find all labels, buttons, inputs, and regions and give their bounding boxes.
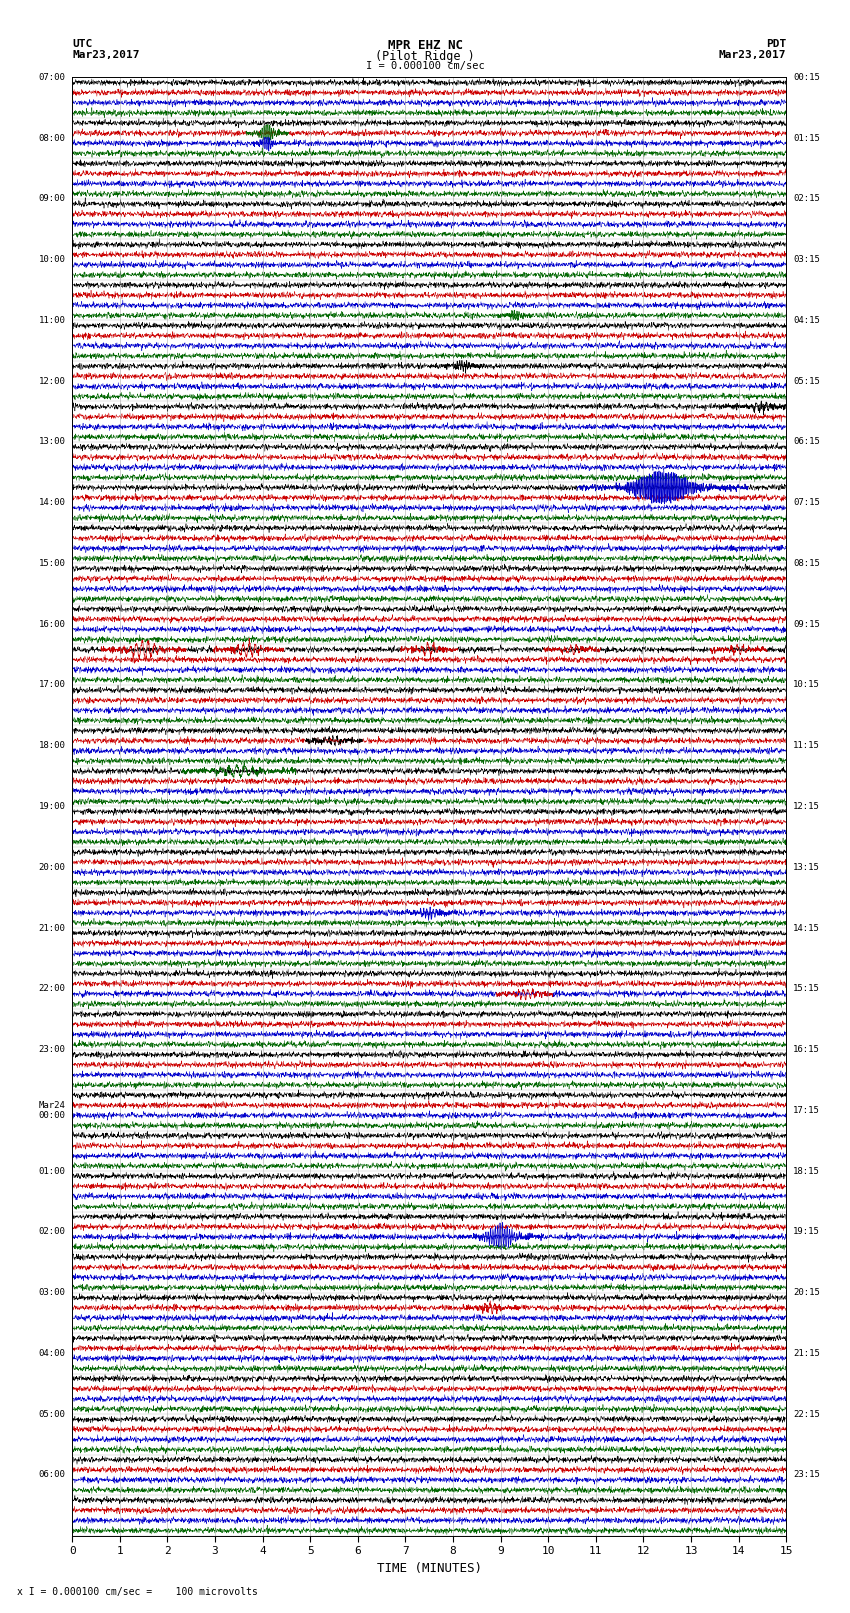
- Text: (Pilot Ridge ): (Pilot Ridge ): [375, 50, 475, 63]
- Text: 09:00: 09:00: [38, 195, 65, 203]
- Text: 05:00: 05:00: [38, 1410, 65, 1418]
- Text: 04:15: 04:15: [793, 316, 820, 324]
- Text: 09:15: 09:15: [793, 619, 820, 629]
- Text: 06:15: 06:15: [793, 437, 820, 447]
- Text: 12:00: 12:00: [38, 377, 65, 386]
- Text: PDT: PDT: [766, 39, 786, 48]
- Text: 16:00: 16:00: [38, 619, 65, 629]
- Text: 23:15: 23:15: [793, 1471, 820, 1479]
- Text: I = 0.000100 cm/sec: I = 0.000100 cm/sec: [366, 61, 484, 71]
- Text: MPR EHZ NC: MPR EHZ NC: [388, 39, 462, 52]
- Text: 02:15: 02:15: [793, 195, 820, 203]
- Text: 14:15: 14:15: [793, 924, 820, 932]
- Text: Mar23,2017: Mar23,2017: [72, 50, 139, 60]
- Text: 15:00: 15:00: [38, 560, 65, 568]
- Text: 06:00: 06:00: [38, 1471, 65, 1479]
- Text: Mar23,2017: Mar23,2017: [719, 50, 786, 60]
- Text: 03:15: 03:15: [793, 255, 820, 265]
- Text: 19:15: 19:15: [793, 1227, 820, 1236]
- Text: 13:00: 13:00: [38, 437, 65, 447]
- Text: 17:15: 17:15: [793, 1107, 820, 1115]
- Text: 21:00: 21:00: [38, 924, 65, 932]
- Text: 11:15: 11:15: [793, 742, 820, 750]
- Text: 19:00: 19:00: [38, 802, 65, 811]
- Text: x I = 0.000100 cm/sec =    100 microvolts: x I = 0.000100 cm/sec = 100 microvolts: [17, 1587, 258, 1597]
- Text: 10:00: 10:00: [38, 255, 65, 265]
- Text: 20:00: 20:00: [38, 863, 65, 871]
- Text: 07:15: 07:15: [793, 498, 820, 506]
- Text: 01:00: 01:00: [38, 1166, 65, 1176]
- Text: 16:15: 16:15: [793, 1045, 820, 1053]
- Text: 13:15: 13:15: [793, 863, 820, 871]
- Text: 07:00: 07:00: [38, 73, 65, 82]
- Text: 18:00: 18:00: [38, 742, 65, 750]
- Text: 10:15: 10:15: [793, 681, 820, 689]
- Text: 17:00: 17:00: [38, 681, 65, 689]
- Text: 15:15: 15:15: [793, 984, 820, 994]
- Text: 20:15: 20:15: [793, 1289, 820, 1297]
- Text: 01:15: 01:15: [793, 134, 820, 142]
- Text: 08:00: 08:00: [38, 134, 65, 142]
- Text: Mar24
00:00: Mar24 00:00: [38, 1100, 65, 1119]
- Text: UTC: UTC: [72, 39, 93, 48]
- Text: 08:15: 08:15: [793, 560, 820, 568]
- Text: 12:15: 12:15: [793, 802, 820, 811]
- Text: 04:00: 04:00: [38, 1348, 65, 1358]
- Text: 23:00: 23:00: [38, 1045, 65, 1053]
- Text: 14:00: 14:00: [38, 498, 65, 506]
- Text: 22:15: 22:15: [793, 1410, 820, 1418]
- Text: 02:00: 02:00: [38, 1227, 65, 1236]
- Text: 03:00: 03:00: [38, 1289, 65, 1297]
- Text: 00:15: 00:15: [793, 73, 820, 82]
- Text: 11:00: 11:00: [38, 316, 65, 324]
- X-axis label: TIME (MINUTES): TIME (MINUTES): [377, 1561, 482, 1574]
- Text: 21:15: 21:15: [793, 1348, 820, 1358]
- Text: 18:15: 18:15: [793, 1166, 820, 1176]
- Text: 05:15: 05:15: [793, 377, 820, 386]
- Text: 22:00: 22:00: [38, 984, 65, 994]
